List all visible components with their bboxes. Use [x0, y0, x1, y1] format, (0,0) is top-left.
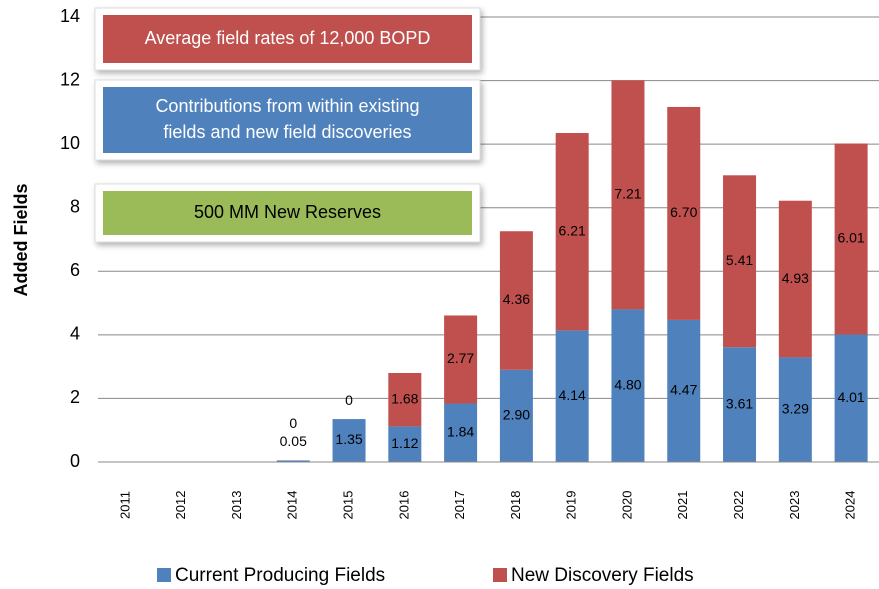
bar-segment: [723, 347, 757, 462]
bar-segment: [778, 200, 812, 358]
x-tick-label: 2019: [564, 491, 579, 520]
annotation-text: Contributions from within existing: [155, 96, 419, 116]
x-tick-label: 2015: [340, 491, 355, 520]
bar-segment: [834, 334, 868, 462]
x-tick-label: 2021: [675, 491, 690, 520]
data-label: 5.41: [726, 252, 753, 268]
legend-swatch: [493, 568, 507, 582]
y-tick-label: 14: [60, 6, 80, 26]
data-label: 4.36: [503, 291, 530, 307]
x-tick-label: 2013: [229, 491, 244, 520]
bar-segment: [723, 175, 757, 348]
bar-segment: [555, 133, 589, 331]
x-tick-label: 2020: [619, 491, 634, 520]
bar-segment: [834, 143, 868, 335]
y-tick-label: 10: [60, 133, 80, 153]
bar-segment: [499, 369, 533, 462]
data-label: 3.29: [782, 400, 809, 416]
x-tick-label: 2011: [117, 491, 132, 519]
data-label: 6.70: [670, 204, 697, 220]
annotation-text: 500 MM New Reserves: [194, 202, 381, 222]
x-tick-label: 2012: [173, 491, 188, 520]
annotation-box: [103, 87, 472, 153]
data-label: 1.84: [447, 423, 474, 439]
data-label: 4.47: [670, 382, 697, 398]
data-label: 1.35: [335, 431, 362, 447]
data-label: 0: [345, 392, 353, 408]
data-label: 2.77: [447, 350, 474, 366]
legend-label: Current Producing Fields: [175, 565, 385, 586]
x-tick-label: 2014: [285, 491, 300, 520]
y-tick-label: 2: [70, 387, 80, 407]
data-label: 4.80: [614, 376, 641, 392]
annotation-box: [103, 15, 472, 63]
data-label: 1.68: [391, 390, 418, 406]
x-tick-label: 2016: [396, 491, 411, 520]
data-label: 0: [289, 415, 297, 431]
y-tick-label: 4: [70, 324, 80, 344]
data-label: 3.61: [726, 395, 753, 411]
data-label: 1.12: [391, 435, 418, 451]
y-tick-label: 6: [70, 260, 80, 280]
bar-segment: [611, 80, 645, 310]
data-label: 4.93: [782, 270, 809, 286]
y-axis-title: Added Fields: [11, 183, 31, 296]
data-label: 6.21: [559, 222, 586, 238]
bar-segment: [332, 419, 366, 462]
bar-segment: [667, 319, 701, 462]
data-label: 4.14: [559, 387, 586, 403]
bar-segment: [276, 460, 310, 462]
y-tick-label: 12: [60, 69, 80, 89]
bar-segment: [499, 231, 533, 370]
x-tick-label: 2022: [731, 491, 746, 520]
data-label: 2.90: [503, 407, 530, 423]
x-tick-label: 2024: [843, 491, 858, 520]
legend-swatch: [157, 568, 171, 582]
data-label: 6.01: [837, 230, 864, 246]
data-label: 0.05: [280, 433, 307, 449]
x-tick-label: 2023: [787, 491, 802, 520]
y-tick-label: 8: [70, 196, 80, 216]
bar-segment: [444, 315, 478, 404]
legend-label: New Discovery Fields: [511, 565, 694, 586]
bar-segment: [611, 309, 645, 462]
x-tick-label: 2017: [452, 491, 467, 520]
bar-segment: [667, 106, 701, 320]
bar-segment: [444, 403, 478, 462]
annotation-text: fields and new field discoveries: [163, 122, 411, 142]
bar-segment: [388, 426, 422, 462]
data-label: 7.21: [614, 186, 641, 202]
y-tick-label: 0: [70, 451, 80, 471]
bar-segment: [388, 373, 422, 427]
annotation-text: Average field rates of 12,000 BOPD: [145, 28, 431, 48]
bar-segment: [778, 357, 812, 462]
annotation-box: [103, 191, 472, 235]
data-label: 4.01: [837, 389, 864, 405]
x-tick-label: 2018: [508, 491, 523, 520]
bar-segment: [555, 330, 589, 462]
